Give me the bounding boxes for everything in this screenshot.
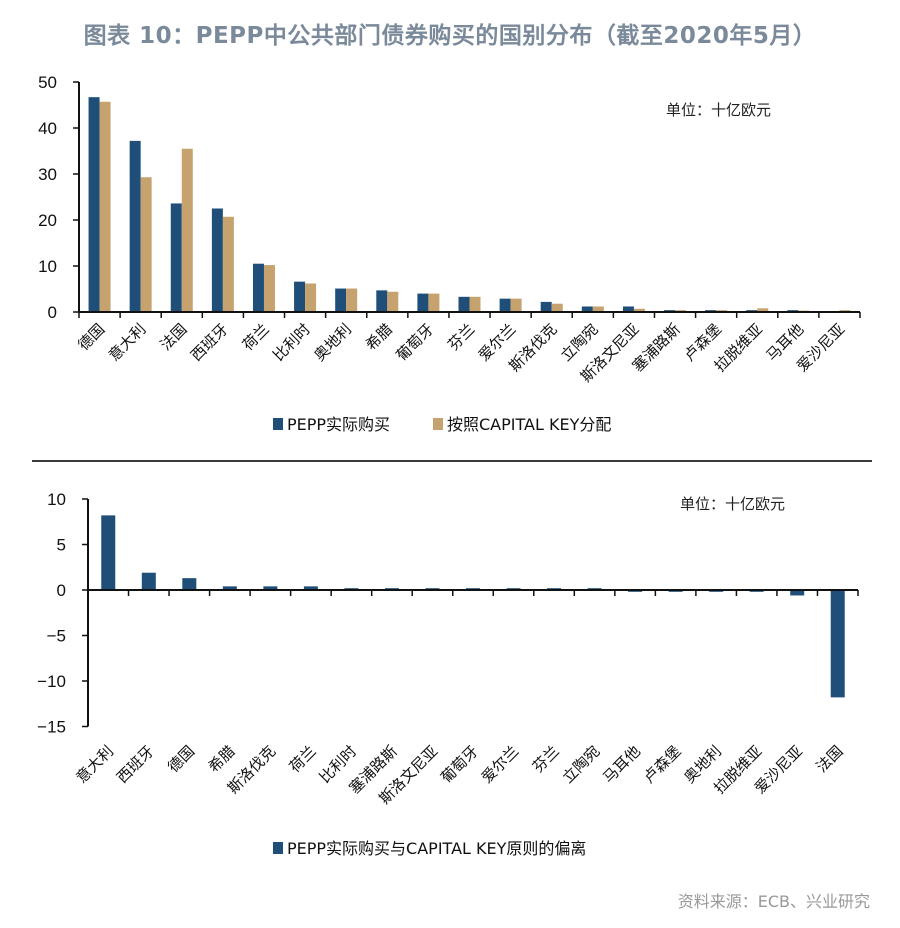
bar bbox=[551, 303, 563, 312]
bar bbox=[830, 590, 845, 698]
bar bbox=[170, 203, 182, 312]
category-label: 西班牙 bbox=[187, 320, 232, 365]
bar bbox=[510, 298, 522, 312]
bar bbox=[581, 306, 593, 312]
bar bbox=[376, 290, 388, 312]
y-tick-label: −10 bbox=[37, 672, 66, 691]
y-tick-label: 20 bbox=[38, 211, 57, 230]
legend-label: 按照CAPITAL KEY分配 bbox=[447, 415, 611, 434]
y-tick-label: −15 bbox=[37, 718, 66, 737]
category-label: 意大利 bbox=[73, 742, 118, 787]
y-tick-label: 10 bbox=[38, 257, 57, 276]
bar bbox=[99, 101, 111, 312]
category-label: 德国 bbox=[164, 742, 198, 776]
category-label: 芬兰 bbox=[444, 320, 478, 354]
bar bbox=[129, 140, 141, 312]
bar bbox=[335, 288, 347, 312]
bar bbox=[211, 208, 223, 312]
bar bbox=[592, 306, 604, 312]
category-label: 比利时 bbox=[269, 320, 314, 365]
category-label: 爱尔兰 bbox=[478, 742, 523, 787]
category-label: 马耳他 bbox=[599, 742, 644, 787]
category-label: 意大利 bbox=[105, 320, 150, 365]
category-label: 奥地利 bbox=[310, 320, 355, 365]
category-label: 荷兰 bbox=[286, 742, 320, 776]
bar bbox=[790, 590, 805, 596]
category-label: 西班牙 bbox=[113, 742, 158, 787]
legend-swatch bbox=[273, 842, 283, 854]
bar bbox=[387, 291, 399, 312]
bar bbox=[303, 586, 318, 590]
bar bbox=[141, 572, 156, 590]
bar bbox=[252, 263, 264, 312]
bar bbox=[222, 216, 234, 312]
bar bbox=[88, 97, 100, 313]
chart-divider bbox=[32, 460, 872, 462]
bar bbox=[222, 586, 237, 590]
y-tick-label: 30 bbox=[38, 165, 57, 184]
y-tick-label: 50 bbox=[38, 73, 57, 92]
bar bbox=[757, 308, 769, 312]
category-label: 希腊 bbox=[362, 320, 396, 354]
category-label: 葡萄牙 bbox=[437, 742, 482, 787]
bar bbox=[182, 578, 197, 590]
bar bbox=[294, 281, 306, 312]
bar bbox=[633, 308, 645, 312]
bar bbox=[263, 265, 275, 312]
bar bbox=[622, 306, 634, 312]
legend-swatch bbox=[433, 418, 443, 430]
bar bbox=[458, 296, 470, 312]
category-label: 荷兰 bbox=[239, 320, 273, 354]
bar bbox=[428, 293, 440, 312]
category-label: 德国 bbox=[74, 320, 108, 354]
legend-label: PEPP实际购买与CAPITAL KEY原则的偏离 bbox=[287, 839, 586, 858]
bar bbox=[499, 298, 511, 312]
bar bbox=[469, 296, 481, 312]
y-tick-label: 40 bbox=[38, 119, 57, 138]
bar bbox=[417, 293, 429, 312]
bar bbox=[305, 283, 317, 312]
y-tick-label: 0 bbox=[48, 303, 57, 322]
category-label: 葡萄牙 bbox=[393, 320, 438, 365]
category-label: 立陶宛 bbox=[559, 742, 604, 787]
bar bbox=[346, 288, 358, 312]
bar bbox=[140, 177, 152, 312]
bar bbox=[181, 148, 193, 312]
bar bbox=[101, 515, 116, 590]
bar bbox=[540, 301, 552, 312]
legend-label: PEPP实际购买 bbox=[287, 415, 390, 434]
category-label: 卢森堡 bbox=[640, 742, 685, 787]
category-label: 芬兰 bbox=[529, 742, 563, 776]
category-label: 希腊 bbox=[205, 742, 239, 776]
y-tick-label: −5 bbox=[47, 627, 66, 646]
y-tick-label: 5 bbox=[57, 536, 66, 555]
category-label: 法国 bbox=[813, 742, 847, 776]
category-label: 法国 bbox=[157, 320, 191, 354]
unit-label: 单位：十亿欧元 bbox=[666, 101, 771, 119]
source-note: 资料来源：ECB、兴业研究 bbox=[677, 892, 870, 911]
y-tick-label: 10 bbox=[47, 490, 66, 509]
unit-label: 单位：十亿欧元 bbox=[680, 495, 785, 513]
figure-title: 图表 10：PEPP中公共部门债券购买的国别分布（截至2020年5月） bbox=[83, 23, 817, 49]
legend-swatch bbox=[273, 418, 283, 430]
y-tick-label: 0 bbox=[57, 581, 66, 600]
bar bbox=[263, 586, 278, 590]
